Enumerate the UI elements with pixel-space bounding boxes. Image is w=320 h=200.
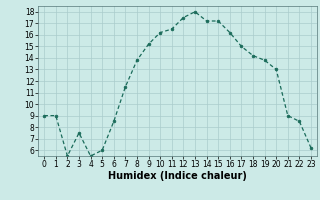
X-axis label: Humidex (Indice chaleur): Humidex (Indice chaleur) — [108, 171, 247, 181]
